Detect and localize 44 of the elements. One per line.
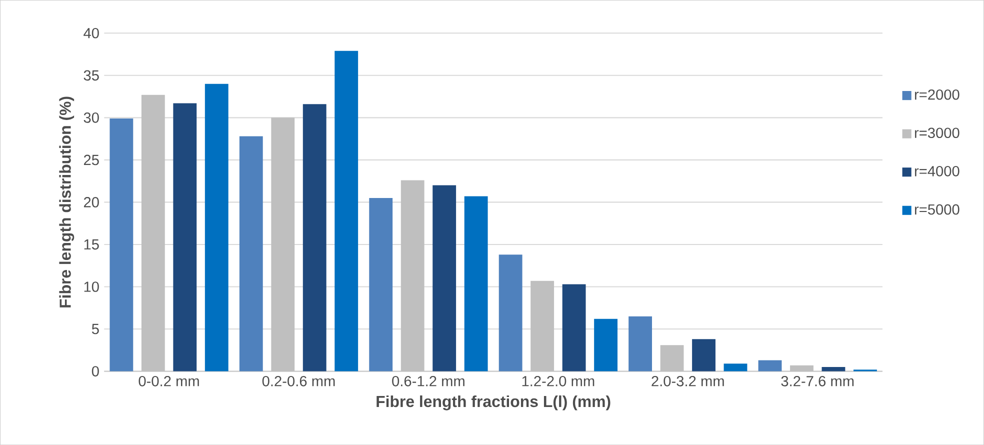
- bar: [173, 103, 197, 372]
- legend-label: r=3000: [914, 128, 960, 138]
- bar: [498, 254, 522, 372]
- x-axis-title: Fibre length fractions L(l) (mm): [376, 395, 610, 410]
- bar: [562, 284, 586, 372]
- y-tick-label: 10: [84, 281, 99, 292]
- bar: [239, 136, 263, 372]
- bar: [110, 118, 134, 372]
- bar: [790, 365, 814, 372]
- bar: [530, 280, 554, 372]
- y-tick-label: 0: [92, 366, 99, 376]
- bar: [432, 185, 456, 372]
- y-tick-label: 40: [84, 28, 99, 38]
- x-tick-label: 0.2-0.6 mm: [262, 376, 335, 386]
- y-tick-label: 30: [84, 112, 99, 123]
- bar: [660, 344, 684, 372]
- y-tick-label: 35: [84, 70, 99, 80]
- x-tick-label: 2.0-3.2 mm: [652, 376, 724, 386]
- x-tick-label: 0-0.2 mm: [138, 376, 199, 386]
- y-tick-label: 15: [84, 239, 99, 250]
- bar: [271, 118, 295, 372]
- bar: [334, 50, 358, 372]
- bar: [141, 94, 165, 372]
- bar: [464, 196, 488, 372]
- legend-label: r=5000: [914, 204, 960, 215]
- bar: [369, 198, 393, 372]
- y-tick-label: 20: [84, 196, 99, 208]
- x-tick-label: 0.6-1.2 mm: [392, 376, 464, 386]
- y-tick-label: 5: [92, 324, 99, 334]
- x-tick-label: 1.2-2.0 mm: [522, 376, 594, 386]
- bar: [692, 339, 716, 372]
- y-axis-title: Fibre length distribution (%): [59, 96, 74, 308]
- bar: [758, 360, 782, 372]
- bar: [400, 180, 424, 372]
- bar: [204, 84, 228, 372]
- bar: [628, 316, 652, 372]
- bar: [822, 366, 846, 372]
- legend-label: r=4000: [914, 166, 960, 176]
- y-tick-label: 25: [84, 154, 99, 166]
- x-tick-label: 3.2-7.6 mm: [781, 376, 854, 386]
- legend-label: r=2000: [914, 89, 960, 100]
- bar: [724, 364, 748, 372]
- bar: [302, 104, 326, 372]
- bar: [594, 318, 618, 372]
